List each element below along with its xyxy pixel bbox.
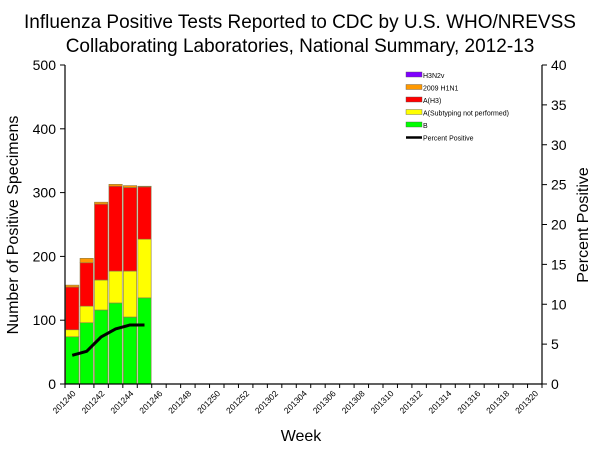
x-tick-label-201306: 201306 [311,388,338,415]
y2-tick-label-20: 20 [551,217,567,233]
bar-a-subtyping-not-performed--201241 [80,306,93,323]
chart-title-line-1: Influenza Positive Tests Reported to CDC… [24,12,576,33]
x-tick-label-201242: 201242 [79,388,106,415]
y2-tick-label-10: 10 [551,296,567,312]
x-tick-label-201310: 201310 [369,388,396,415]
bar-2009-h1n1-201244 [123,186,136,188]
x-tick-label-201252: 201252 [224,388,251,415]
legend-swatch-a-subtyping-not-performed- [406,110,422,115]
x-tick-label-201320: 201320 [513,388,540,415]
legend-swatch-b [406,122,422,127]
bar-a-h3--201243 [109,186,122,271]
x-tick-label-201316: 201316 [455,388,482,415]
x-tick-label-201250: 201250 [195,388,222,415]
y-tick-label-0: 0 [48,376,56,392]
bar-a-h3--201244 [123,187,136,271]
y-tick-label-300: 300 [33,185,57,201]
x-tick-label-201302: 201302 [253,388,280,415]
x-tick-label-201244: 201244 [108,388,135,415]
x-tick-label-201318: 201318 [484,388,511,415]
legend: H3N2v 2009 H1N1 A(H3) A(Subtyping not perfo… [406,72,509,143]
y2-tick-label-25: 25 [551,177,567,193]
x-axis-label: Week [281,428,323,445]
legend-label-b: B [423,123,428,130]
bar-b-201243 [109,303,122,384]
bar-b-201240 [66,337,79,384]
y-tick-label-200: 200 [33,248,57,264]
y2-tick-label-40: 40 [551,57,567,73]
bar-a-h3--201245 [138,187,151,239]
legend-swatch-h3n2v [406,72,422,77]
x-tick-label-201308: 201308 [340,388,367,415]
bar-a-subtyping-not-performed--201244 [123,271,136,317]
y2-tick-label-35: 35 [551,97,567,113]
chart-title-line-2: Collaborating Laboratories, National Sum… [66,36,535,57]
x-tick-label-201314: 201314 [426,388,453,415]
bar-a-subtyping-not-performed--201240 [66,330,79,337]
legend-swatch-a-h3- [406,97,422,102]
bar-a-h3--201240 [66,287,79,330]
bar-a-h3--201241 [80,263,93,306]
y2-axis-label: Percent Positive [575,167,592,283]
bar-a-subtyping-not-performed--201245 [138,239,151,298]
legend-swatch-2009-h1n1 [406,85,422,90]
y2-tick-label-5: 5 [551,336,559,352]
bar-b-201245 [138,298,151,384]
bar-2009-h1n1-201242 [94,202,107,204]
bar-2009-h1n1-201243 [109,184,122,186]
bar-2009-h1n1-201241 [80,258,93,262]
x-tick-label-201312: 201312 [397,388,424,415]
legend-label-a-subtyping-not-performed-: A(Subtyping not performed) [423,111,509,118]
y2-tick-label-15: 15 [551,256,567,272]
y2-tick-label-0: 0 [551,376,559,392]
bar-2009-h1n1-201245 [138,186,151,187]
bar-a-subtyping-not-performed--201242 [94,280,107,310]
y2-tick-label-30: 30 [551,137,567,153]
bar-2009-h1n1-201240 [66,285,79,287]
legend-label-a-h3-: A(H3) [423,98,441,105]
x-tick-label-201304: 201304 [282,388,309,415]
bar-a-subtyping-not-performed--201243 [109,271,122,303]
legend-label-2009-h1n1: 2009 H1N1 [423,86,459,93]
bar-a-h3--201242 [94,204,107,280]
y-tick-label-400: 400 [33,121,57,137]
y-axis-label: Number of Positive Specimens [5,116,22,335]
legend-label-h3n2v: H3N2v [423,73,445,80]
x-tick-label-201246: 201246 [137,388,164,415]
x-tick-label-201240: 201240 [51,388,78,415]
bar-b-201242 [94,310,107,384]
legend-label-percent-positive: Percent Positive [423,136,474,143]
y-tick-label-500: 500 [33,57,57,73]
y-tick-label-100: 100 [33,312,57,328]
x-tick-label-201248: 201248 [166,388,193,415]
